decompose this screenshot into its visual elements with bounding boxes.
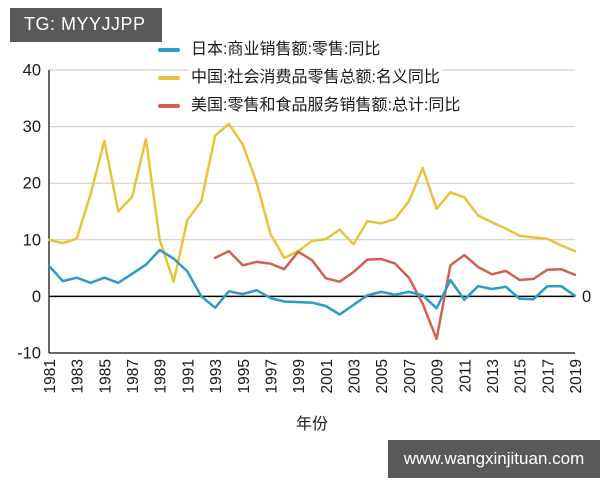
- x-tick-label: 1991: [180, 359, 197, 393]
- legend-item: 中国:社会消费品零售总额:名义同比: [158, 64, 462, 92]
- legend-label: 中国:社会消费品零售总额:名义同比: [189, 68, 442, 88]
- x-tick-label: 1993: [208, 359, 225, 393]
- x-axis-title: 年份: [295, 416, 328, 433]
- x-tick-label: 2003: [347, 359, 364, 393]
- series-line: [47, 248, 577, 316]
- y-tick-label: -10: [17, 345, 41, 363]
- y-tick-label: 20: [23, 175, 41, 193]
- x-tick-label: 1983: [70, 359, 87, 393]
- watermark: www.wangxinjituan.com: [388, 440, 600, 478]
- x-tick-label: 1999: [291, 359, 308, 393]
- x-tick-label: 1995: [236, 359, 253, 393]
- x-tick-label: 2011: [457, 359, 474, 392]
- x-tick-label: 1997: [263, 359, 280, 393]
- y-tick-label: 0: [32, 288, 41, 306]
- legend-label: 美国:零售和食品服务销售额:总计:同比: [189, 96, 463, 116]
- series-line: [213, 249, 577, 341]
- tag-badge: TG: MYYJJPP: [10, 8, 162, 42]
- legend-item: 美国:零售和食品服务销售额:总计:同比: [158, 92, 463, 120]
- x-tick-label: 2019: [568, 359, 585, 393]
- x-tick-label: 2015: [513, 359, 530, 393]
- y-tick-label: 30: [23, 118, 41, 136]
- x-tick-label: 2005: [374, 359, 391, 393]
- legend-item: 日本:商业销售额:零售:同比: [158, 36, 462, 64]
- y-tick-label: 10: [23, 231, 41, 249]
- x-tick-label: 2001: [319, 359, 336, 393]
- x-tick-label: 2007: [402, 359, 419, 393]
- legend: 日本:商业销售额:零售:同比中国:社会消费品零售总额:名义同比美国:零售和食品服…: [158, 36, 463, 120]
- x-tick-label: 1985: [97, 359, 114, 393]
- x-tick-label: 1989: [153, 359, 170, 393]
- x-tick-label: 2013: [485, 359, 502, 393]
- legend-swatch-line: [158, 48, 180, 52]
- legend-label: 日本:商业销售额:零售:同比: [189, 40, 383, 60]
- x-tick-label: 1981: [42, 359, 59, 393]
- y-tick-label: 40: [23, 62, 41, 80]
- x-tick-label: 2017: [540, 359, 557, 393]
- legend-swatch-line: [158, 76, 180, 80]
- x-tick-label: 2009: [430, 359, 447, 393]
- right-zero-label: 0: [582, 288, 591, 306]
- legend-swatch-line: [158, 104, 180, 108]
- x-tick-label: 1987: [125, 359, 142, 393]
- series-line: [47, 122, 577, 283]
